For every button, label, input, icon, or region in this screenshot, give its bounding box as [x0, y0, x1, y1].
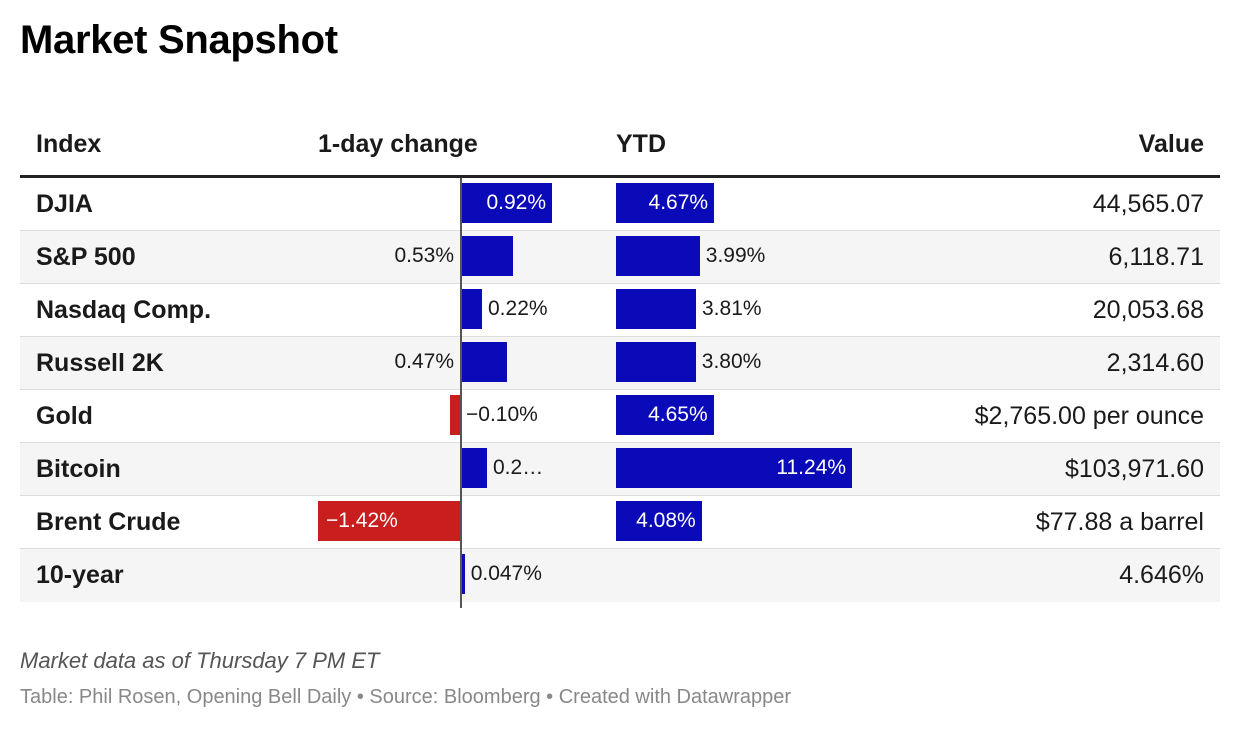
day-change-bar: [450, 395, 460, 435]
ytd-label: 3.80%: [701, 350, 762, 373]
ytd-bar: [616, 236, 700, 276]
day-change-label: −1.42%: [326, 509, 398, 532]
day-change-zero-line: [460, 178, 462, 608]
ytd-bar: [616, 183, 715, 223]
day-change-label: 0.53%: [394, 244, 454, 267]
table-row: Nasdaq Comp. 0.22% 3.81% 20,053.68: [20, 284, 1220, 337]
table-row: 10-year 0.047% 4.646%: [20, 549, 1220, 602]
table-row: Brent Crude −1.42% 4.08% $77.88 a barrel: [20, 496, 1220, 549]
footnote: Market data as of Thursday 7 PM ET: [20, 648, 380, 673]
index-name: Nasdaq Comp.: [36, 296, 212, 324]
table-row: Bitcoin 0.2… 11.24% $103,971.60: [20, 443, 1220, 496]
source-credit: Table: Phil Rosen, Opening Bell Daily • …: [20, 686, 792, 708]
index-name: Gold: [36, 402, 93, 430]
index-value: $2,765.00 per ounce: [974, 402, 1204, 430]
index-name: Russell 2K: [36, 349, 164, 377]
index-value: 4.646%: [1119, 561, 1204, 589]
index-name: Bitcoin: [36, 455, 121, 483]
day-change-bar: [460, 448, 487, 488]
day-change-label: 0.47%: [394, 350, 454, 373]
day-change-bar: [460, 289, 482, 329]
ytd-label: 3.99%: [705, 244, 766, 267]
day-change-bar: [460, 554, 465, 594]
chart-title: Market Snapshot: [20, 18, 338, 62]
ytd-bar: [616, 289, 696, 329]
day-change-bar: [460, 342, 507, 382]
day-change-bar: [460, 183, 552, 223]
table-body: DJIA 0.92% 4.67% 44,565.07 S&P 500 0.53% 3.99%…: [20, 178, 1220, 602]
header-ytd: YTD: [616, 130, 666, 158]
index-value: 44,565.07: [1092, 190, 1204, 218]
header-rule: [20, 175, 1220, 178]
index-value: 20,053.68: [1092, 296, 1204, 324]
ytd-bar: [616, 448, 853, 488]
table-row: Russell 2K 0.47% 3.80% 2,314.60: [20, 337, 1220, 390]
index-value: $103,971.60: [1064, 455, 1204, 483]
table-row: DJIA 0.92% 4.67% 44,565.07: [20, 178, 1220, 231]
ytd-bar: [616, 395, 714, 435]
ytd-label: 4.67%: [648, 191, 709, 214]
day-change-label: 0.047%: [470, 562, 542, 585]
day-change-bar: [318, 501, 460, 541]
day-change-bar: [460, 236, 513, 276]
header-index: Index: [36, 130, 102, 158]
table-row: S&P 500 0.53% 3.99% 6,118.71: [20, 231, 1220, 284]
index-name: S&P 500: [36, 243, 136, 271]
index-name: 10-year: [36, 561, 124, 589]
index-value: 2,314.60: [1106, 349, 1204, 377]
index-value: $77.88 a barrel: [1035, 508, 1204, 536]
day-change-label: −0.10%: [466, 403, 538, 426]
day-change-label: 0.22%: [488, 297, 548, 320]
ytd-bar: [616, 501, 702, 541]
header-1-day-change: 1-day change: [318, 130, 478, 158]
index-name: DJIA: [36, 190, 93, 218]
ytd-label: 11.24%: [776, 456, 847, 479]
ytd-bar: [616, 342, 696, 382]
ytd-label: 4.65%: [648, 403, 708, 426]
header-value: Value: [1138, 130, 1204, 158]
table-row: Gold −0.10% 4.65% $2,765.00 per ounce: [20, 390, 1220, 443]
index-name: Brent Crude: [36, 508, 181, 536]
day-change-label: 0.2…: [493, 456, 544, 479]
index-value: 6,118.71: [1108, 243, 1204, 271]
ytd-label: 3.81%: [702, 297, 762, 320]
ytd-label: 4.08%: [636, 509, 696, 532]
day-change-label: 0.92%: [486, 191, 546, 214]
